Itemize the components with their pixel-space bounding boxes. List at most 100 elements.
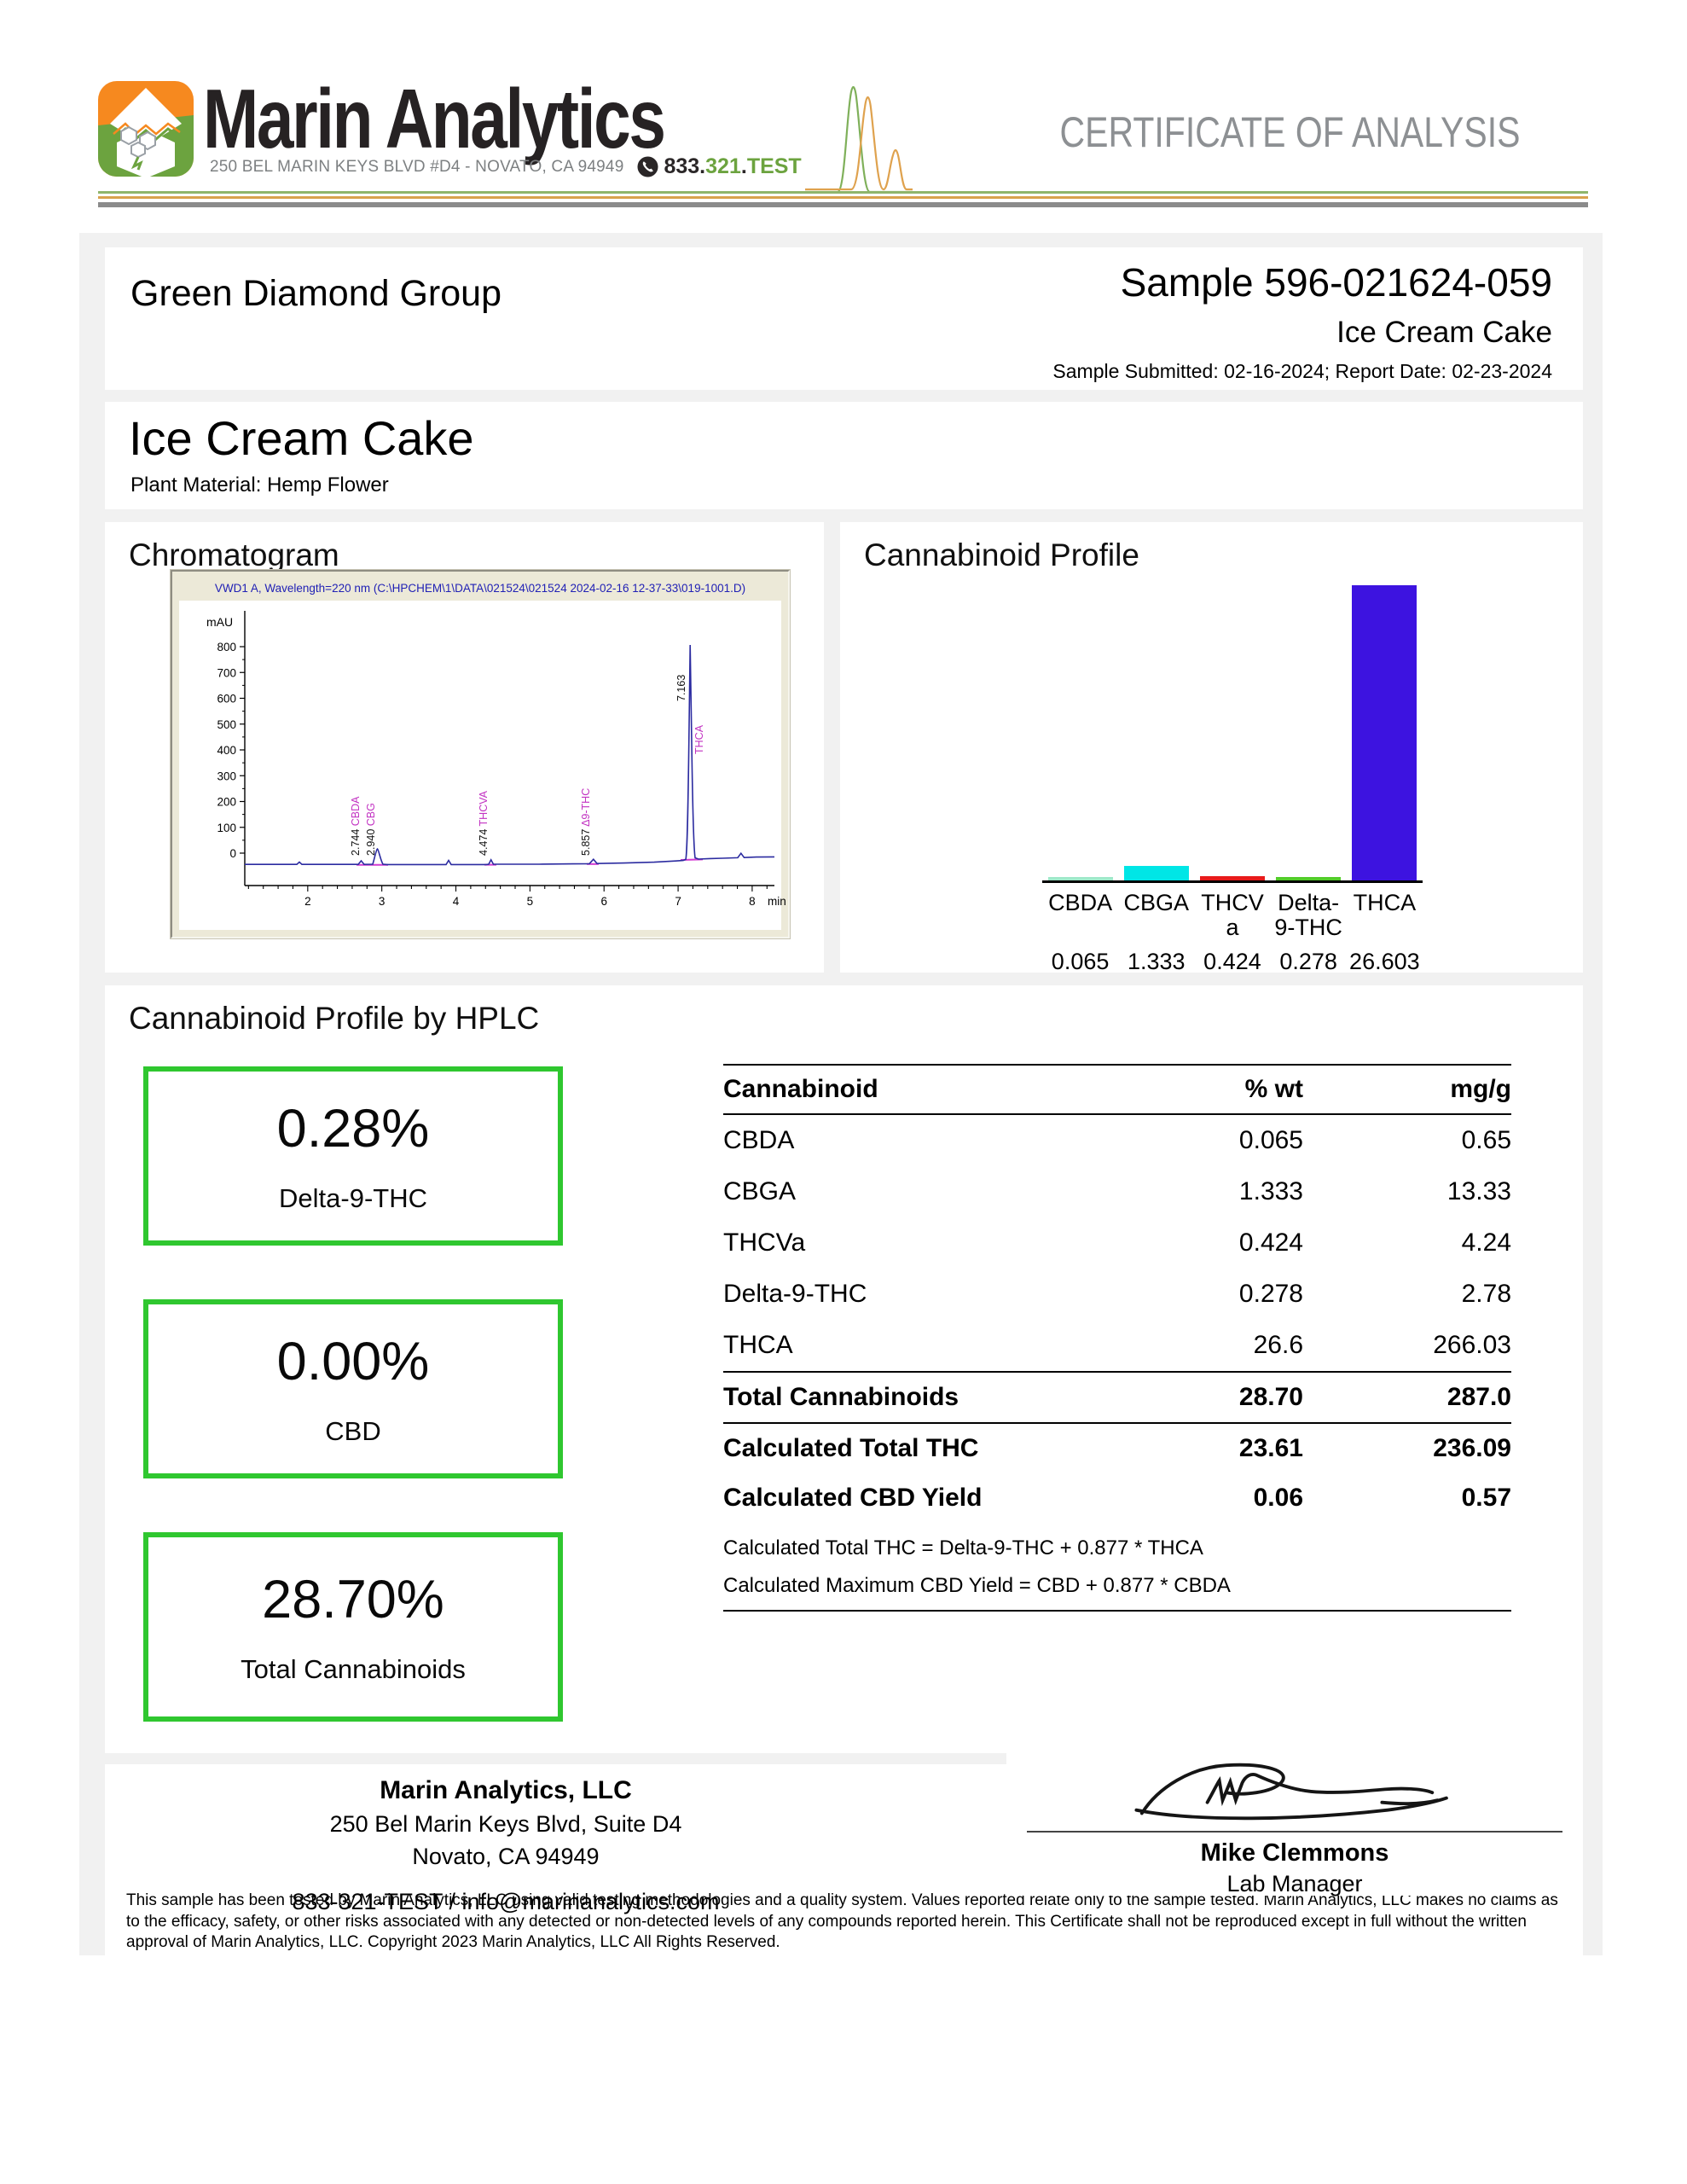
signature-block: Mike Clemmons Lab Manager	[1006, 1740, 1583, 1896]
table-total-row: Total Cannabinoids 28.70 287.0	[723, 1373, 1511, 1422]
brand-subline: 250 BEL MARIN KEYS BLVD #D4 - NOVATO, CA…	[210, 154, 802, 179]
table-row: THCVa 0.424 4.24	[723, 1217, 1511, 1269]
table-calc-row: Calculated Total THC 23.61 236.09	[723, 1424, 1511, 1473]
table-cell: 13.33	[1446, 1177, 1511, 1205]
table-cell: 0.57	[1461, 1484, 1511, 1512]
phone-part: 833.	[664, 154, 706, 178]
table-cell: 0.06	[1253, 1484, 1303, 1512]
bar-category-label: CBGA	[1123, 890, 1190, 915]
chromatogram-plot: VWD1 A, Wavelength=220 nm (C:\HPCHEM\1\D…	[170, 569, 791, 939]
lab-address-line2: Novato, CA 94949	[412, 1844, 600, 1869]
bar-category-label: CBDA	[1048, 890, 1113, 915]
cannabinoid-profile-panel: Cannabinoid Profile CBDA CBGA THCV a Delta-…	[840, 522, 1583, 974]
table-rule	[723, 1064, 1511, 1066]
lab-contact-block: Marin Analytics, LLC 250 Bel Marin Keys …	[130, 1776, 881, 1915]
svg-text:500: 500	[217, 718, 236, 731]
svg-text:3: 3	[379, 895, 386, 908]
table-cell: THCA	[723, 1331, 793, 1359]
result-box-delta9thc: 0.28% Delta-9-THC	[143, 1066, 563, 1246]
bar-value-label: 0.278	[1279, 949, 1337, 974]
table-cell: 287.0	[1446, 1383, 1511, 1411]
table-cell: 26.6	[1253, 1331, 1303, 1359]
table-row: CBDA 0.065 0.65	[723, 1115, 1511, 1166]
svg-text:600: 600	[217, 693, 236, 706]
header-rule-gray	[98, 202, 1588, 207]
svg-text:700: 700	[217, 666, 236, 679]
chromatogram-heading: Chromatogram	[129, 537, 339, 572]
table-cell: 0.065	[1238, 1126, 1303, 1154]
svg-text:8: 8	[749, 895, 756, 908]
bar-Delta-9-THC	[1271, 877, 1347, 880]
bar-value-label: 0.065	[1051, 949, 1110, 974]
peak-label-CBG: 2.940 CBG	[365, 803, 377, 856]
peak-label-CBDA: 2.744 CBDA	[350, 796, 362, 856]
lab-address: 250 BEL MARIN KEYS BLVD #D4 - NOVATO, CA…	[210, 157, 624, 176]
result-label: Total Cannabinoids	[241, 1654, 466, 1684]
table-cell: CBGA	[723, 1177, 797, 1205]
certificate-title: CERTIFICATE OF ANALYSIS	[1059, 108, 1520, 156]
bar-chart	[1042, 584, 1423, 883]
bar-category-label: Delta- 9-THC	[1274, 890, 1342, 941]
svg-text:300: 300	[217, 770, 236, 782]
result-label: CBD	[325, 1416, 381, 1446]
svg-text:0: 0	[229, 847, 236, 860]
bar-rect	[1047, 877, 1113, 880]
phone-number: 833.321.TEST	[664, 154, 801, 179]
peak-label-THCA: THCA	[693, 724, 705, 754]
table-cell: 0.65	[1461, 1126, 1511, 1154]
table-footnote: Calculated Total THC = Delta-9-THC + 0.8…	[723, 1536, 1203, 1560]
header-rule-green	[98, 191, 1588, 194]
table-cell: 28.70	[1238, 1383, 1303, 1411]
signature-line	[1027, 1831, 1562, 1833]
signer-title: Lab Manager	[1226, 1871, 1363, 1896]
phone-block: 833.321.TEST	[637, 154, 802, 179]
product-material: Plant Material: Hemp Flower	[130, 473, 389, 497]
peak-label-Δ9-THC: 5.857 Δ9-THC	[580, 788, 592, 856]
chromatogram-panel: Chromatogram VWD1 A, Wavelength=220 nm (…	[105, 522, 824, 973]
sample-id: Sample 596-021624-059	[1120, 260, 1552, 305]
bar-rect	[1352, 585, 1417, 880]
signature-image	[1134, 1763, 1448, 1821]
client-name: Green Diamond Group	[130, 273, 501, 314]
table-cell: THCVa	[723, 1228, 806, 1257]
hplc-heading: Cannabinoid Profile by HPLC	[129, 1001, 540, 1036]
chromatogram-peaks-motif-icon	[805, 85, 913, 194]
table-cell: 1.333	[1238, 1177, 1303, 1205]
result-value: 0.28%	[276, 1099, 430, 1159]
table-footnote: Calculated Maximum CBD Yield = CBD + 0.8…	[723, 1574, 1231, 1597]
brand-name: Marin Analytics	[203, 72, 666, 166]
table-cell: Calculated Total THC	[723, 1434, 979, 1462]
sample-info-section: Green Diamond Group Sample 596-021624-05…	[105, 247, 1583, 390]
marin-analytics-logo-icon	[98, 81, 194, 177]
bar-THCA	[1347, 585, 1423, 880]
lab-company-name: Marin Analytics, LLC	[380, 1776, 632, 1804]
svg-text:5: 5	[527, 895, 534, 908]
sample-dates: Sample Submitted: 02-16-2024; Report Dat…	[1052, 360, 1552, 382]
product-name: Ice Cream Cake	[129, 411, 474, 465]
svg-text:100: 100	[217, 822, 236, 834]
cannabinoid-profile-heading: Cannabinoid Profile	[864, 537, 1139, 572]
table-cell: mg/g	[1450, 1075, 1511, 1103]
phone-part: TEST	[746, 154, 802, 178]
lab-contact-line: 833-321-TEST / info@marinanalytics.com	[292, 1889, 720, 1914]
svg-text:2: 2	[304, 895, 311, 908]
table-row: CBGA 1.333 13.33	[723, 1166, 1511, 1217]
table-row: THCA 26.6 266.03	[723, 1320, 1511, 1371]
table-rule	[723, 1610, 1511, 1612]
table-cell: 0.424	[1238, 1228, 1303, 1257]
result-box-cbd: 0.00% CBD	[143, 1299, 563, 1478]
disclaimer-text: This sample has been tested by Marin Ana…	[126, 1891, 1558, 1952]
signer-name: Mike Clemmons	[1200, 1839, 1389, 1867]
table-cell: 266.03	[1433, 1331, 1511, 1359]
cannabinoid-table: Cannabinoid % wt mg/g CBDA 0.065 0.65 CBGA 1.33…	[723, 1064, 1511, 1612]
bar-CBDA	[1042, 877, 1118, 880]
header-rule-orange	[98, 196, 1588, 199]
bar-rect	[1276, 877, 1342, 880]
bar-value-label: 26.603	[1349, 949, 1420, 974]
phone-part: 321	[705, 154, 741, 178]
result-value: 0.00%	[276, 1332, 430, 1391]
bar-CBGA	[1118, 865, 1194, 880]
svg-text:min: min	[768, 895, 786, 908]
